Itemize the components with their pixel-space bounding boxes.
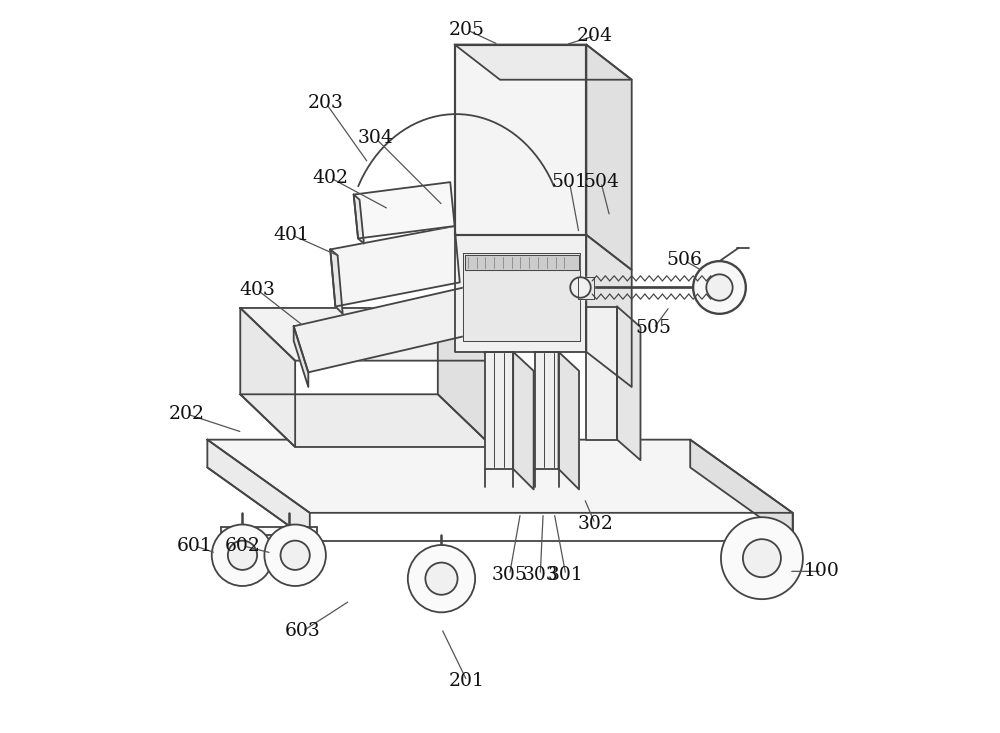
Polygon shape xyxy=(240,308,295,447)
Text: 205: 205 xyxy=(449,21,485,39)
Polygon shape xyxy=(465,255,579,270)
Text: 202: 202 xyxy=(169,405,205,423)
Polygon shape xyxy=(463,253,580,341)
Text: 401: 401 xyxy=(274,226,309,244)
Circle shape xyxy=(570,277,591,298)
Text: 402: 402 xyxy=(312,169,348,187)
Polygon shape xyxy=(578,277,594,299)
Text: 601: 601 xyxy=(176,537,212,555)
Text: 201: 201 xyxy=(449,672,485,690)
Polygon shape xyxy=(586,45,632,270)
Polygon shape xyxy=(513,352,534,490)
Text: 301: 301 xyxy=(548,566,584,584)
Polygon shape xyxy=(690,440,793,541)
Text: 501: 501 xyxy=(552,173,587,191)
Text: 505: 505 xyxy=(636,320,672,337)
Polygon shape xyxy=(207,440,793,513)
Text: 100: 100 xyxy=(804,562,840,581)
Polygon shape xyxy=(354,182,455,238)
Polygon shape xyxy=(438,308,493,447)
Circle shape xyxy=(408,545,475,612)
Text: 506: 506 xyxy=(666,251,702,270)
Circle shape xyxy=(721,517,803,599)
Text: 204: 204 xyxy=(577,27,613,45)
Polygon shape xyxy=(240,308,493,361)
Polygon shape xyxy=(207,440,310,541)
Text: 203: 203 xyxy=(308,94,344,112)
Polygon shape xyxy=(294,326,308,387)
Text: 305: 305 xyxy=(492,566,527,584)
Circle shape xyxy=(693,261,746,314)
Polygon shape xyxy=(586,306,617,440)
Polygon shape xyxy=(240,394,493,447)
Circle shape xyxy=(212,525,273,586)
Polygon shape xyxy=(535,352,559,469)
Text: 504: 504 xyxy=(583,173,619,191)
Polygon shape xyxy=(330,249,343,314)
Polygon shape xyxy=(354,194,364,243)
Polygon shape xyxy=(455,45,632,80)
Circle shape xyxy=(743,539,781,577)
Polygon shape xyxy=(455,45,586,235)
Circle shape xyxy=(281,541,310,570)
Polygon shape xyxy=(455,235,586,352)
Text: 403: 403 xyxy=(239,281,275,298)
Polygon shape xyxy=(617,306,640,460)
Polygon shape xyxy=(559,352,579,490)
Text: 303: 303 xyxy=(522,566,558,584)
Circle shape xyxy=(706,274,733,301)
Text: 603: 603 xyxy=(285,622,320,641)
Circle shape xyxy=(425,562,458,594)
Text: 602: 602 xyxy=(225,537,260,555)
Polygon shape xyxy=(330,226,460,306)
Text: 302: 302 xyxy=(577,515,613,533)
Polygon shape xyxy=(294,284,491,372)
Polygon shape xyxy=(586,235,632,387)
Polygon shape xyxy=(485,352,513,469)
Circle shape xyxy=(264,525,326,586)
Text: 304: 304 xyxy=(358,129,394,147)
Circle shape xyxy=(228,541,257,570)
